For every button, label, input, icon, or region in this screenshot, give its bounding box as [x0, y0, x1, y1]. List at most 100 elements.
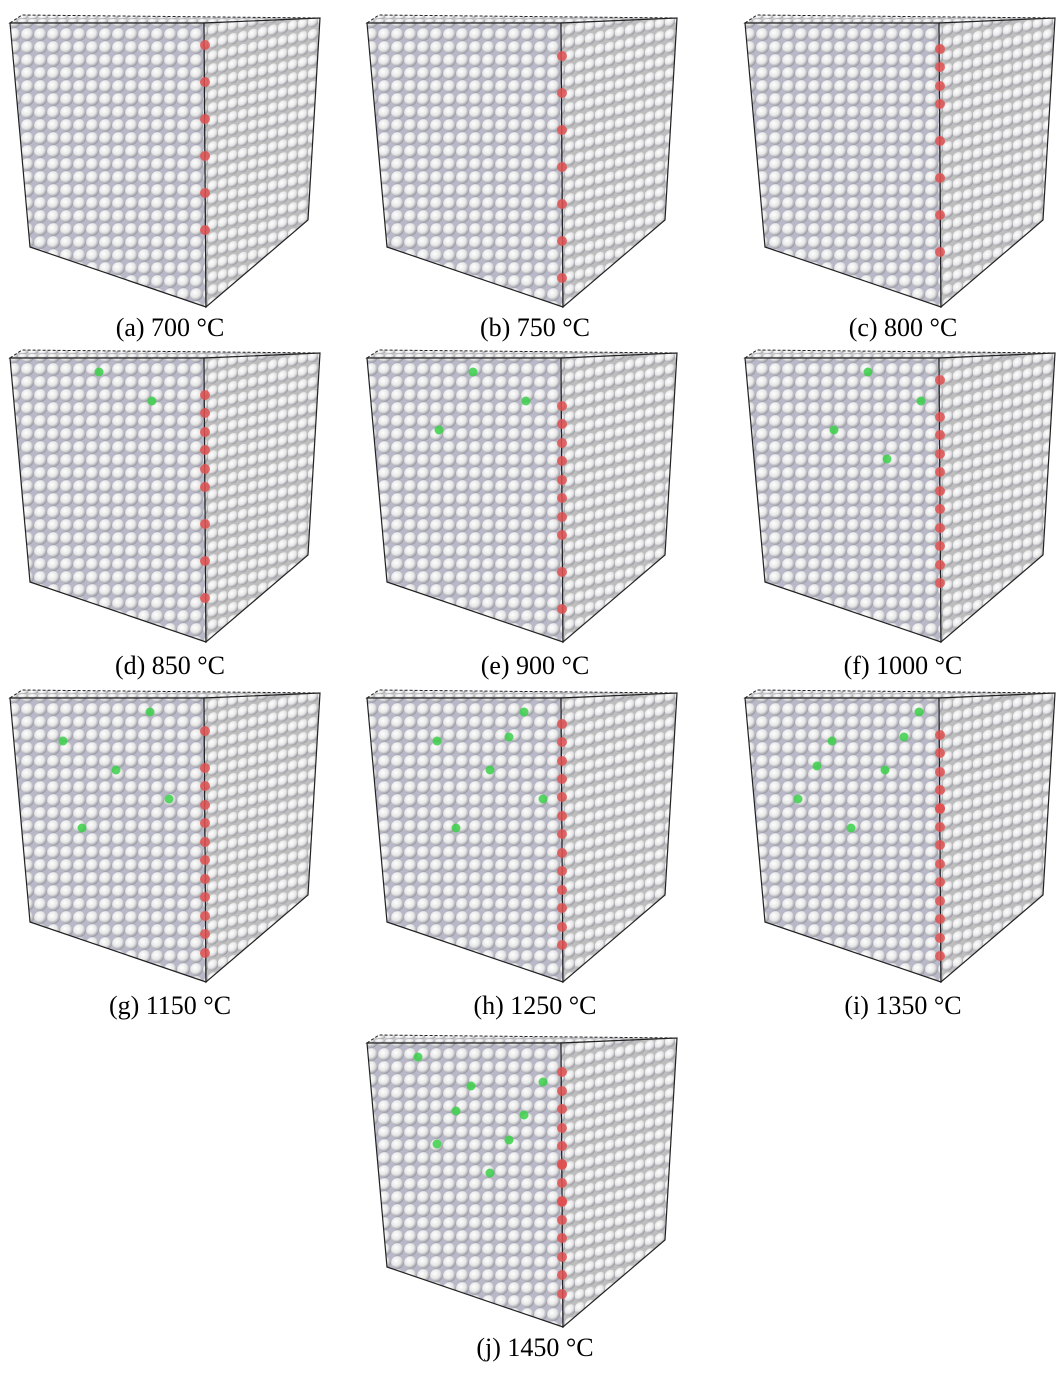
defect-atom: [539, 795, 548, 804]
defect-atom: [935, 730, 945, 740]
defect-atom: [935, 560, 945, 570]
defect-atom: [200, 948, 210, 958]
defect-atom: [452, 824, 461, 833]
defect-atom: [935, 210, 945, 220]
defect-atom: [486, 766, 495, 775]
defect-atom: [557, 1289, 567, 1299]
defect-atom: [200, 482, 210, 492]
cube-front: [745, 23, 941, 307]
defect-atom: [148, 397, 157, 406]
defect-atom: [557, 922, 567, 932]
defect-atom: [433, 1140, 442, 1149]
defect-atom: [505, 1136, 514, 1145]
defect-atom: [539, 1078, 548, 1087]
defect-atom: [557, 1178, 567, 1188]
defect-atom: [557, 1215, 567, 1225]
defect-atom: [557, 456, 567, 466]
defect-atom: [522, 397, 531, 406]
defect-atom: [557, 1252, 567, 1262]
defect-atom: [200, 593, 210, 603]
defect-atom: [200, 892, 210, 902]
panel: [367, 350, 677, 642]
defect-atom: [200, 874, 210, 884]
defect-atom: [557, 1197, 567, 1207]
defect-atom: [557, 493, 567, 503]
cube-side: [561, 1038, 677, 1327]
defect-atom: [200, 464, 210, 474]
defect-atom: [935, 62, 945, 72]
defect-atom: [200, 818, 210, 828]
defect-atom: [557, 273, 567, 283]
defect-atom: [200, 911, 210, 921]
defect-atom: [520, 708, 529, 717]
defect-atom: [200, 837, 210, 847]
cube-side: [204, 353, 320, 642]
defect-atom: [935, 504, 945, 514]
defect-atom: [557, 1067, 567, 1077]
defect-atom: [557, 1141, 567, 1151]
cube-side: [204, 693, 320, 982]
defect-atom: [200, 855, 210, 865]
defect-atom: [557, 903, 567, 913]
panel: [10, 690, 320, 982]
caption: (d) 850 °C: [115, 651, 225, 680]
defect-atom: [557, 512, 567, 522]
defect-atom: [935, 748, 945, 758]
defect-atom: [935, 430, 945, 440]
defect-atom: [200, 556, 210, 566]
cube-side: [561, 693, 677, 982]
defect-atom: [200, 929, 210, 939]
panel: [10, 350, 320, 642]
cube-front: [367, 23, 563, 307]
defect-atom: [200, 427, 210, 437]
cube-front: [367, 698, 563, 982]
defect-atom: [935, 412, 945, 422]
defect-atom: [935, 896, 945, 906]
defect-atom: [200, 151, 210, 161]
defect-atom: [557, 940, 567, 950]
cube-side: [561, 18, 677, 307]
panel: [367, 1035, 677, 1327]
defect-atom: [935, 375, 945, 385]
defect-atom: [935, 247, 945, 257]
defect-atom: [935, 523, 945, 533]
defect-atom: [935, 136, 945, 146]
caption: (a) 700 °C: [116, 313, 225, 342]
defect-atom: [935, 822, 945, 832]
defect-atom: [200, 519, 210, 529]
defect-atom: [557, 419, 567, 429]
defect-atom: [414, 1053, 423, 1062]
defect-atom: [557, 162, 567, 172]
defect-atom: [813, 762, 822, 771]
defect-atom: [915, 708, 924, 717]
caption: (b) 750 °C: [480, 313, 590, 342]
cube-side: [939, 18, 1055, 307]
defect-atom: [557, 1104, 567, 1114]
defect-atom: [883, 455, 892, 464]
defect-atom: [95, 368, 104, 377]
defect-atom: [200, 40, 210, 50]
cube-side: [204, 18, 320, 307]
cube-front: [10, 698, 206, 982]
defect-atom: [557, 401, 567, 411]
caption: (g) 1150 °C: [109, 991, 231, 1020]
figure: (a) 700 °C(b) 750 °C(c) 800 °C(d) 850 °C…: [0, 0, 1062, 1374]
defect-atom: [935, 486, 945, 496]
defect-atom: [557, 236, 567, 246]
cube-front: [10, 358, 206, 642]
cube-front: [10, 23, 206, 307]
defect-atom: [520, 1111, 529, 1120]
defect-atom: [935, 785, 945, 795]
defect-atom: [557, 829, 567, 839]
defect-atom: [433, 737, 442, 746]
defect-atom: [917, 397, 926, 406]
defect-atom: [486, 1169, 495, 1178]
defect-atom: [200, 188, 210, 198]
defect-atom: [200, 781, 210, 791]
defect-atom: [935, 467, 945, 477]
caption: (i) 1350 °C: [844, 991, 961, 1020]
defect-atom: [200, 114, 210, 124]
panel: [745, 690, 1055, 982]
defect-atom: [935, 859, 945, 869]
defect-atom: [452, 1107, 461, 1116]
